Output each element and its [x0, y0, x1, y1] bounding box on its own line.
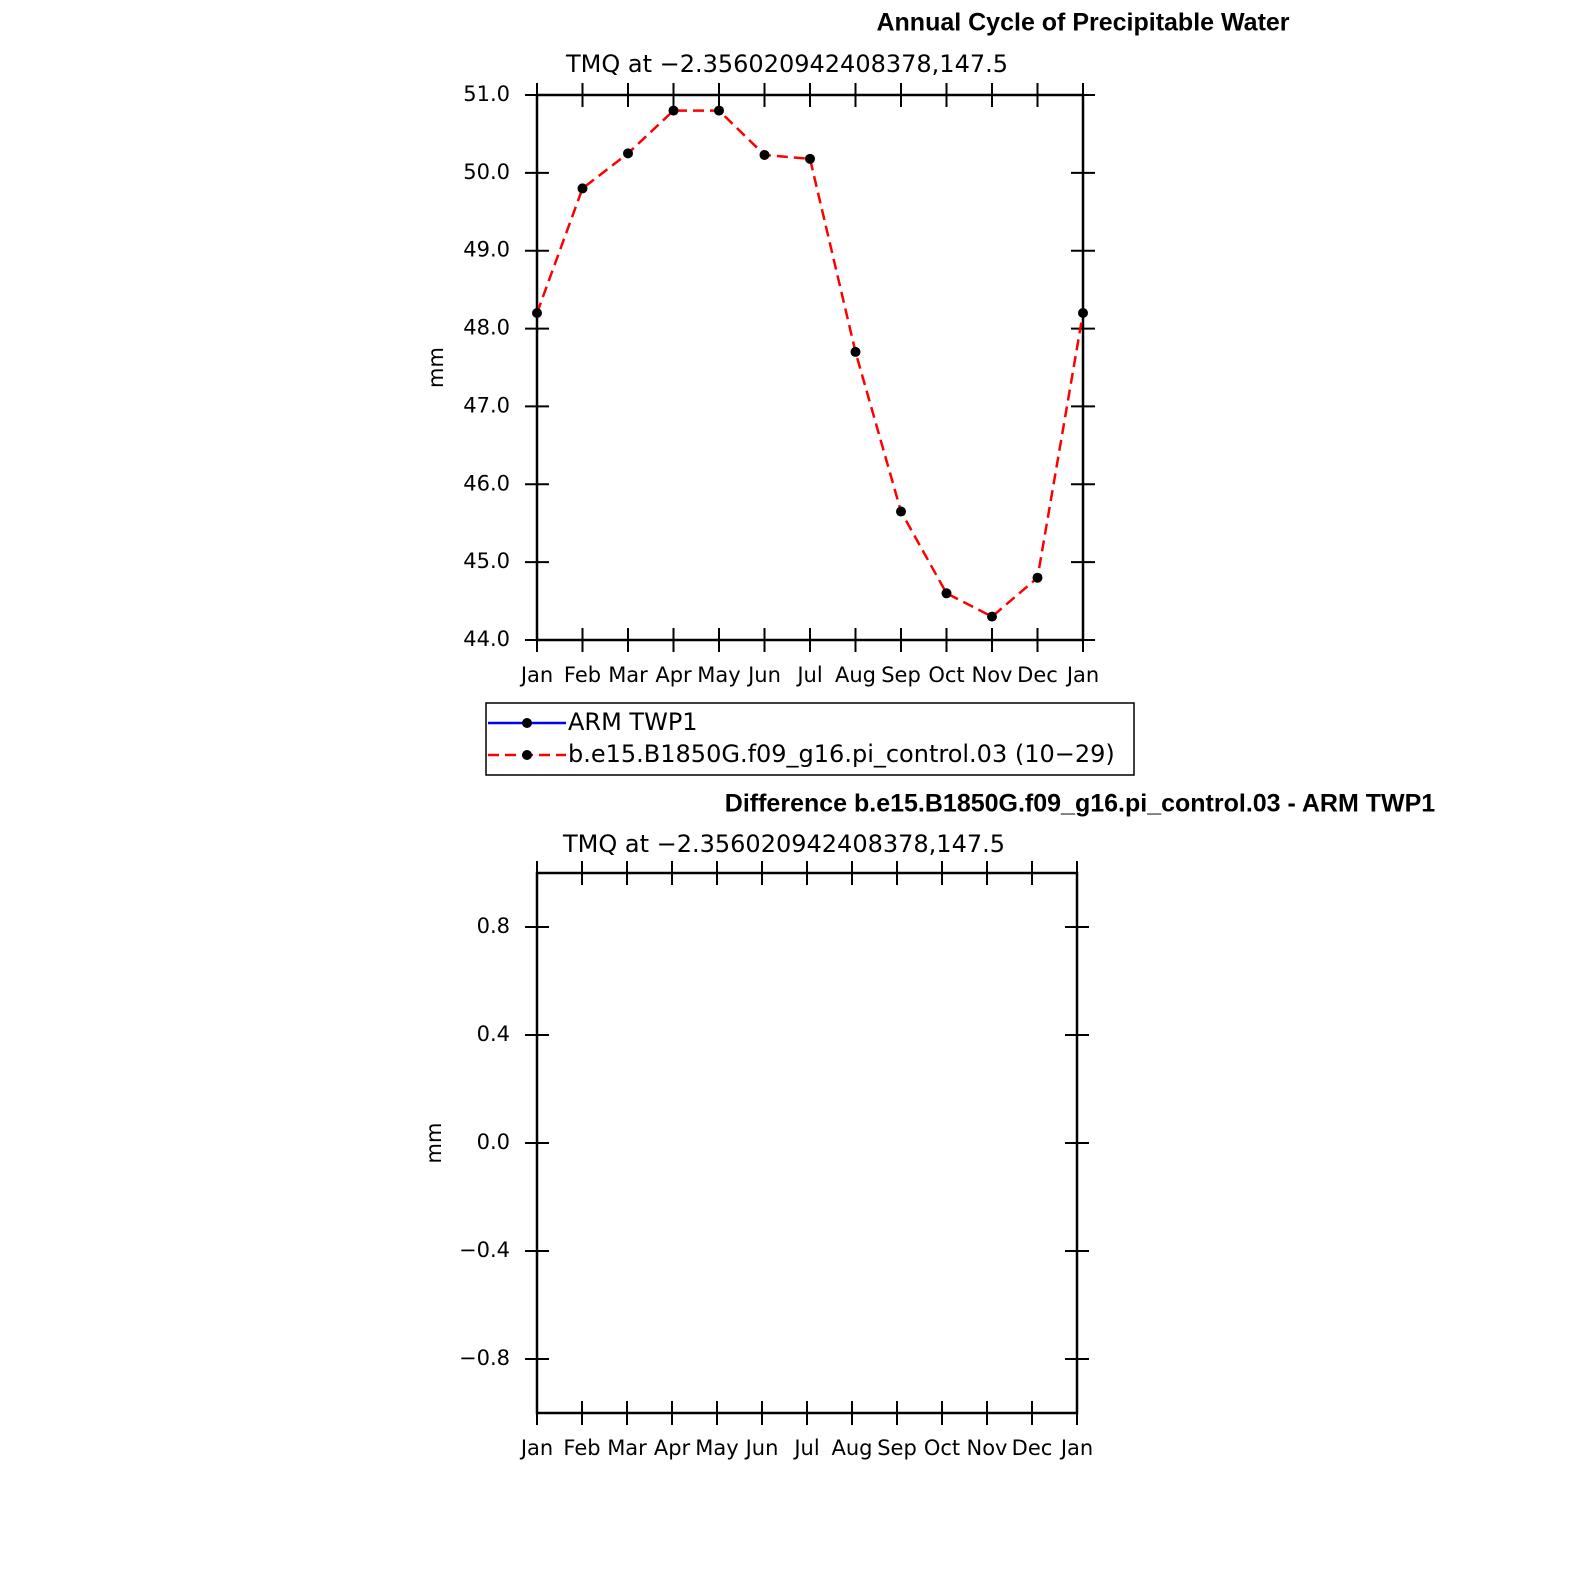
y-tick-label: 45.0	[463, 549, 510, 573]
chart-subtitle: TMQ at −2.356020942408378,147.5	[565, 50, 1008, 78]
y-tick-label: 0.8	[477, 914, 510, 938]
x-tick-label: Oct	[928, 663, 964, 687]
chart-title: Difference b.e15.B1850G.f09_g16.pi_contr…	[725, 790, 1436, 818]
x-tick-label: Jul	[795, 663, 822, 687]
y-tick-label: 0.0	[477, 1130, 510, 1154]
y-axis-label: mm	[422, 1123, 446, 1164]
x-tick-label: Aug	[831, 1436, 872, 1460]
y-axis-label: mm	[424, 347, 448, 388]
x-tick-label: Nov	[967, 1436, 1008, 1460]
plot-frame	[535, 871, 1079, 1415]
x-tick-label: Feb	[563, 1436, 600, 1460]
data-point	[714, 105, 724, 116]
legend-label: ARM TWP1	[568, 708, 698, 736]
legend-box	[485, 702, 1135, 776]
x-tick-label: May	[695, 1436, 738, 1460]
x-tick-label: Jan	[519, 1436, 553, 1460]
data-point	[941, 588, 952, 599]
x-tick-label: Aug	[835, 663, 876, 687]
y-tick-label: 48.0	[463, 316, 510, 340]
y-tick-label: 44.0	[463, 627, 510, 651]
data-point	[759, 149, 770, 160]
x-tick-label: Jun	[744, 1436, 779, 1460]
y-tick-label: 50.0	[463, 160, 510, 184]
x-tick-label: Nov	[972, 663, 1013, 687]
x-tick-label: Sep	[881, 663, 921, 687]
x-tick-label: Jul	[792, 1436, 819, 1460]
plot-frame	[535, 93, 1085, 642]
x-tick-label: Oct	[924, 1436, 960, 1460]
data-point	[850, 346, 861, 357]
y-tick-label: 51.0	[463, 82, 510, 106]
data-point	[623, 148, 633, 159]
y-tick-label: 47.0	[463, 393, 510, 417]
x-tick-label: Dec	[1012, 1436, 1053, 1460]
x-tick-label: Jan	[1065, 663, 1099, 687]
x-tick-label: Jan	[519, 663, 553, 687]
x-tick-label: Mar	[607, 1436, 647, 1460]
y-tick-label: 46.0	[463, 471, 510, 495]
y-tick-label: −0.8	[459, 1346, 510, 1370]
chart-title: Annual Cycle of Precipitable Water	[876, 9, 1289, 37]
data-point	[577, 183, 588, 194]
chart-subtitle: TMQ at −2.356020942408378,147.5	[562, 830, 1005, 858]
data-point	[532, 308, 542, 318]
y-tick-label: −0.4	[459, 1238, 510, 1262]
data-point	[1032, 572, 1043, 583]
data-point	[987, 611, 997, 622]
x-tick-label: Apr	[655, 663, 692, 687]
data-point	[805, 153, 815, 164]
data-point	[1078, 308, 1088, 318]
legend-marker	[522, 750, 532, 760]
x-tick-label: Sep	[877, 1436, 917, 1460]
x-tick-label: Mar	[608, 663, 648, 687]
x-tick-label: May	[697, 663, 740, 687]
y-tick-label: 49.0	[463, 238, 510, 262]
data-line	[535, 109, 1085, 619]
y-tick-label: 0.4	[477, 1022, 510, 1046]
data-point	[896, 506, 906, 517]
legend-marker	[522, 718, 532, 728]
legend-label: b.e15.B1850G.f09_g16.pi_control.03 (10−2…	[568, 740, 1115, 768]
x-tick-label: Feb	[564, 663, 601, 687]
x-tick-label: Jan	[1059, 1436, 1093, 1460]
x-tick-label: Dec	[1017, 663, 1058, 687]
data-point	[668, 105, 679, 116]
x-tick-label: Apr	[654, 1436, 691, 1460]
x-tick-label: Jun	[746, 663, 781, 687]
